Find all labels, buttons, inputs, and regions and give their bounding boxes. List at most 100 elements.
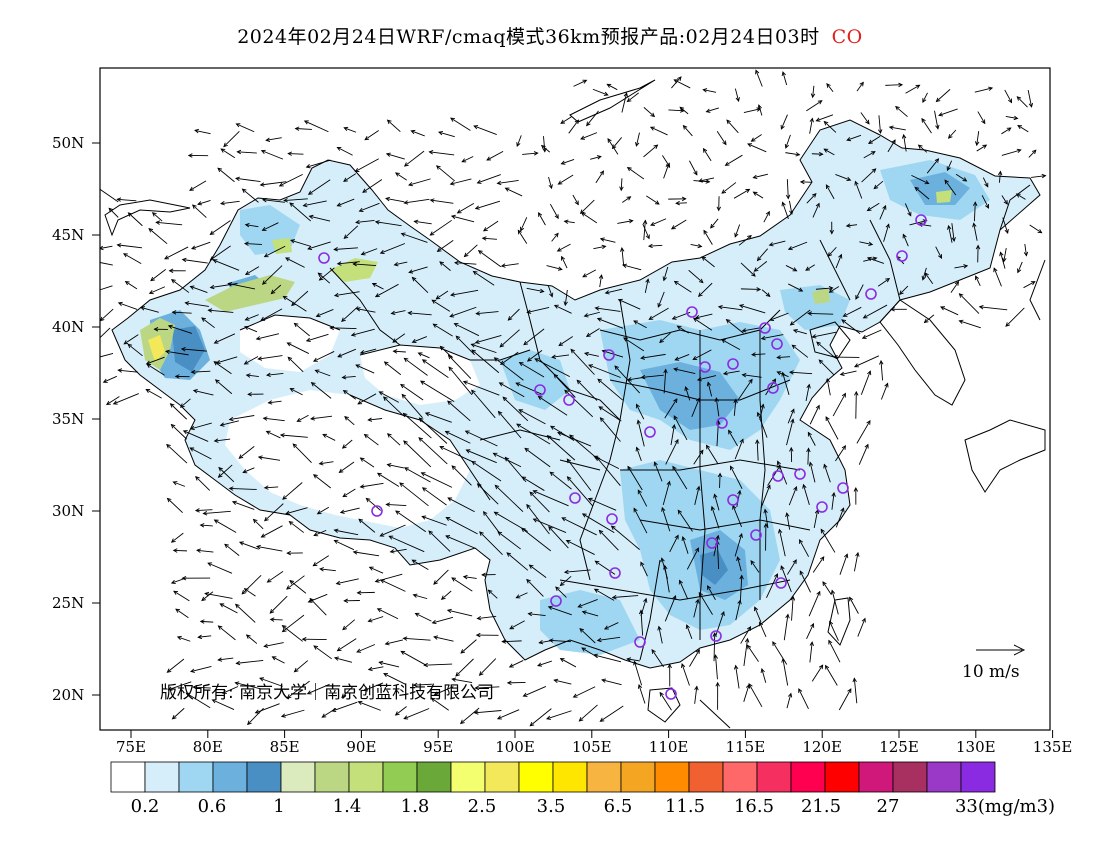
wind-arrow — [292, 443, 312, 464]
wind-arrow — [363, 433, 379, 446]
wind-arrow — [685, 624, 693, 639]
wind-vectors — [100, 69, 1047, 727]
wind-arrow — [219, 420, 239, 427]
wind-arrow — [755, 69, 763, 87]
wind-arrow — [789, 200, 794, 215]
wind-arrow — [447, 497, 475, 513]
wind-arrow — [812, 556, 825, 573]
wind-arrow — [238, 446, 255, 459]
wind-arrow — [257, 355, 283, 361]
wind-arrow — [408, 178, 431, 187]
wind-arrow — [521, 476, 545, 491]
wind-arrow — [252, 518, 264, 530]
wind-arrow — [911, 174, 930, 185]
wind-arrow — [922, 92, 928, 103]
wind-arrow — [395, 172, 407, 181]
wind-arrow — [279, 433, 308, 438]
wind-arrow — [526, 503, 550, 535]
colorbar-label: 0.6 — [198, 796, 227, 817]
wind-arrow — [307, 179, 331, 195]
wind-arrow — [593, 455, 620, 470]
wind-arrow — [171, 707, 185, 720]
wind-arrow — [684, 385, 691, 401]
lat-tick-label: 35N — [52, 410, 84, 428]
wind-arrow — [716, 130, 727, 146]
wind-arrow — [849, 596, 859, 614]
wind-arrow — [601, 678, 622, 686]
wind-arrow — [202, 510, 231, 516]
wind-arrow — [617, 219, 634, 224]
copyright-text: 版权所有: 南京大学｜南京创蓝科技有限公司 — [160, 683, 494, 703]
species-label: CO — [831, 26, 863, 48]
wind-arrow — [619, 178, 624, 192]
wind-arrow — [799, 179, 813, 185]
wind-arrow — [219, 603, 238, 614]
wind-arrow — [438, 130, 455, 138]
wind-arrow — [880, 382, 889, 400]
wind-arrow — [307, 241, 331, 251]
wind-arrow — [403, 440, 432, 468]
wind-arrow — [845, 223, 858, 228]
wind-arrow — [388, 535, 425, 553]
wind-arrow — [228, 415, 255, 422]
colorbar-swatch — [280, 761, 316, 793]
wind-arrow — [102, 375, 117, 383]
wind-arrow — [720, 339, 741, 350]
wind-arrow — [217, 625, 236, 641]
wind-arrow — [673, 280, 692, 293]
wind-arrow — [665, 438, 679, 465]
wind-arrow — [400, 383, 424, 401]
wind-arrow — [662, 480, 671, 506]
wind-arrow — [301, 637, 327, 642]
wind-arrow — [689, 160, 698, 176]
wind-arrow — [308, 214, 331, 222]
wind-arrow — [265, 372, 284, 378]
wind-arrow — [336, 638, 357, 652]
wind-arrow — [599, 237, 616, 243]
wind-arrow — [626, 92, 639, 103]
wind-arrow — [481, 572, 496, 578]
lon-tick-label: 85E — [270, 738, 300, 756]
wind-arrow — [194, 508, 213, 513]
wind-arrow — [789, 309, 811, 326]
wind-arrow — [278, 173, 303, 187]
station-guiyang — [609, 567, 621, 579]
wind-arrow — [538, 640, 552, 645]
wind-arrow — [234, 603, 256, 623]
wind-arrow — [766, 573, 779, 599]
wind-arrow — [805, 264, 816, 271]
wind-arrow — [476, 483, 499, 505]
wind-arrow — [418, 437, 448, 465]
wind-arrow — [768, 240, 786, 247]
colorbar-swatch — [858, 761, 894, 793]
wind-arrow — [1005, 307, 1025, 327]
wind-arrow — [717, 472, 723, 488]
wind-arrow — [247, 392, 264, 397]
station-tianjin — [771, 338, 783, 350]
wind-arrow — [822, 581, 832, 595]
wind-arrow — [411, 559, 429, 571]
colorbar-swatch — [892, 761, 928, 793]
wind-arrow — [209, 220, 231, 235]
wind-arrow — [173, 590, 190, 602]
wind-arrow — [271, 656, 285, 664]
colorbar-swatch — [382, 761, 418, 793]
wind-arrow — [740, 287, 762, 292]
wind-arrow — [692, 349, 712, 360]
wind-arrow — [440, 590, 452, 600]
wind-arrow — [385, 152, 405, 160]
wind-arrow — [464, 430, 498, 447]
wind-arrow — [390, 310, 406, 316]
wind-arrow — [648, 307, 669, 320]
wind-arrow — [958, 293, 980, 314]
wind-arrow — [451, 677, 473, 684]
wind-arrow — [538, 212, 546, 226]
wind-arrow — [739, 574, 744, 601]
wind-arrow — [506, 680, 526, 686]
wind-arrow — [713, 654, 718, 680]
wind-arrow — [592, 88, 609, 96]
wind-arrow — [780, 114, 788, 130]
wind-arrow — [447, 354, 472, 379]
wind-arrow — [459, 707, 480, 725]
wind-arrow — [378, 391, 399, 403]
